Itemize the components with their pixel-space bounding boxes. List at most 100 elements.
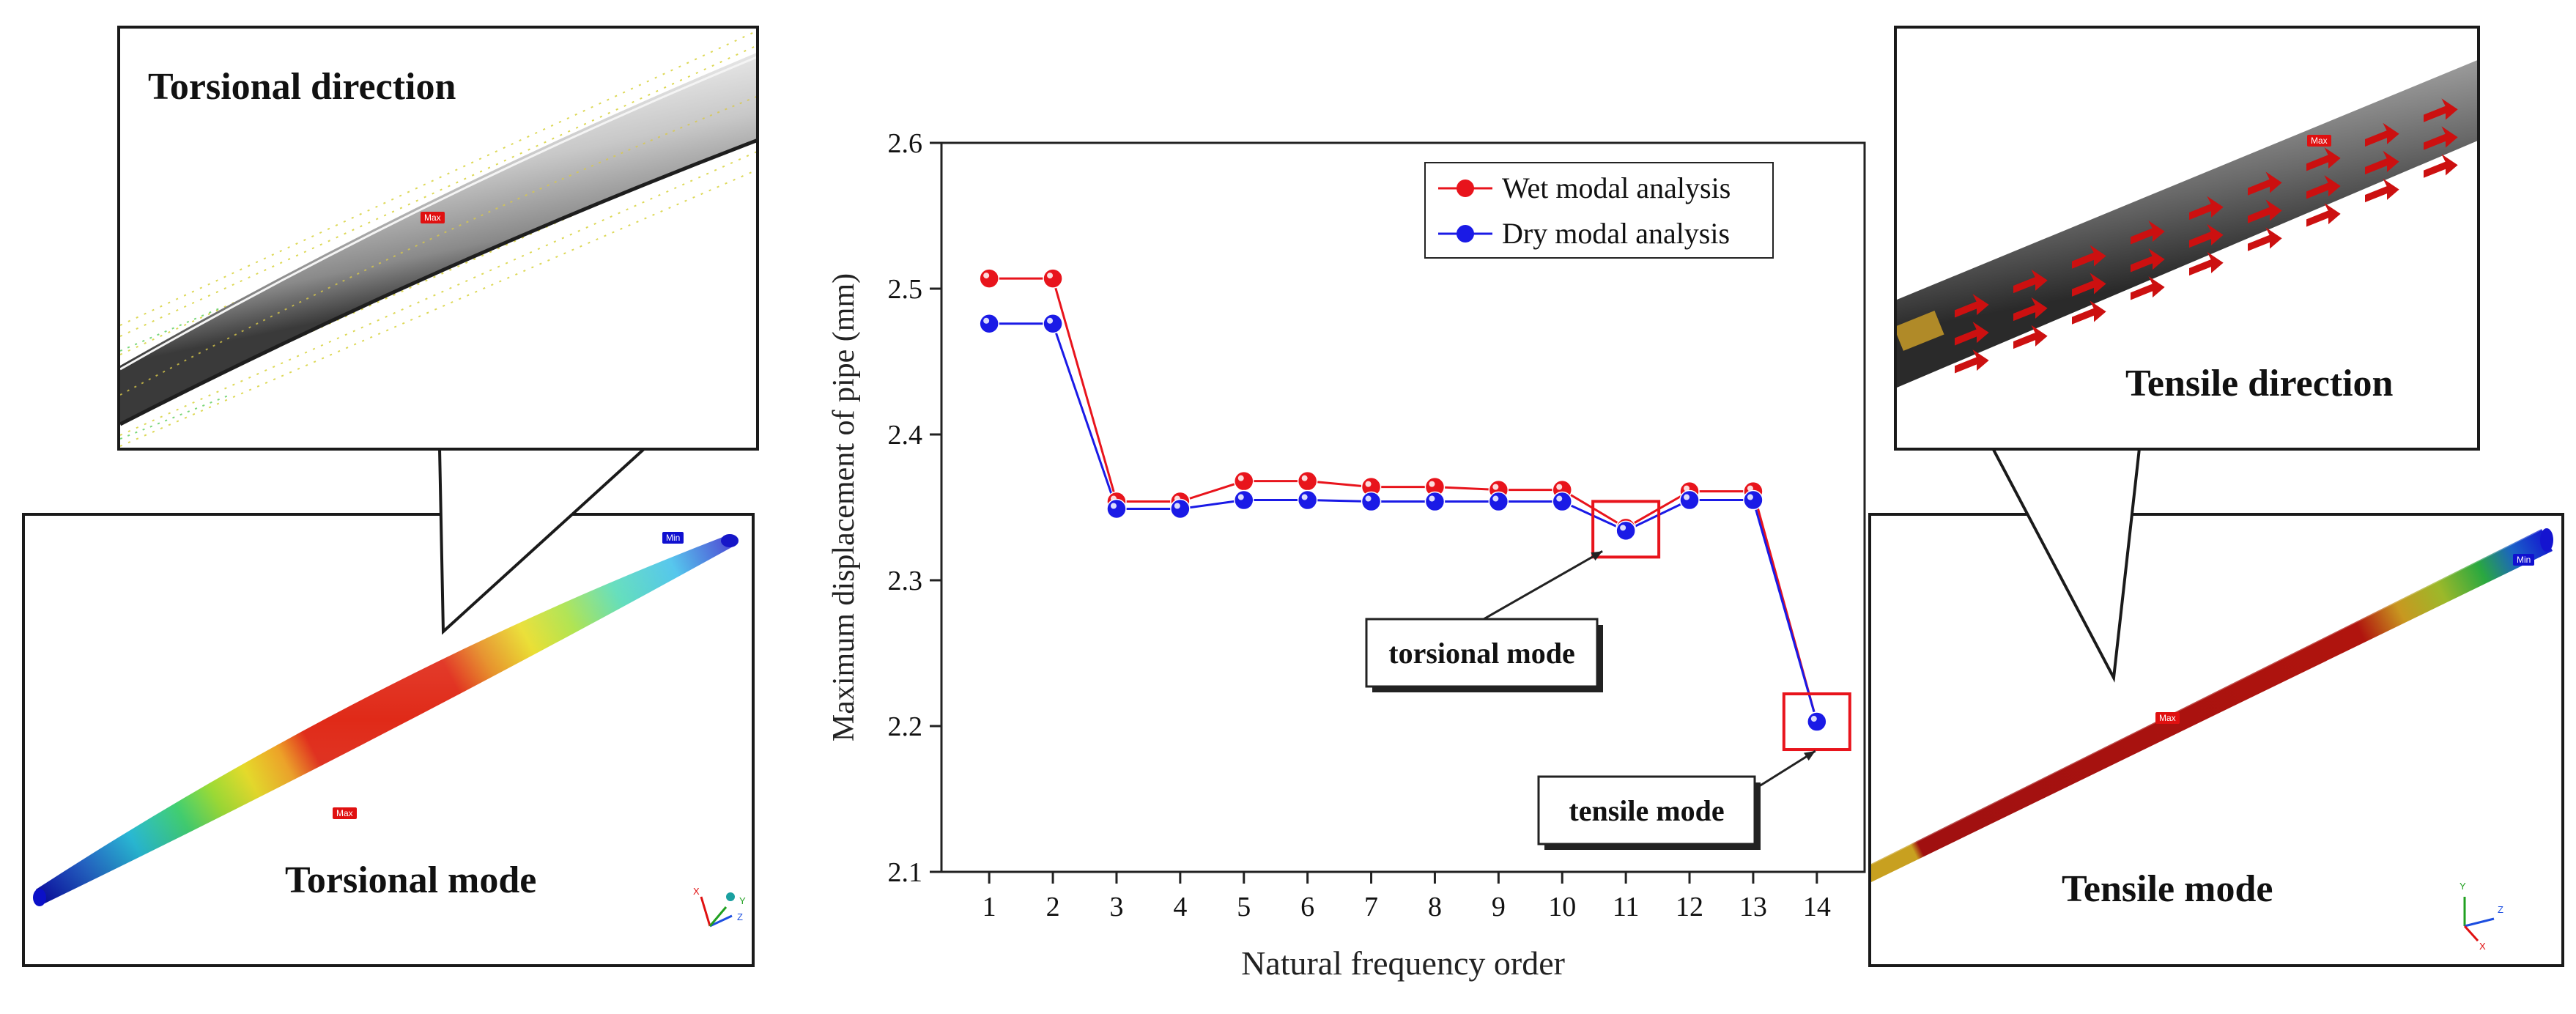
torsional-mode-title: Torsional mode — [285, 859, 537, 901]
tensile-arrow-icon — [2072, 273, 2106, 297]
torsional-max-tag: Max — [333, 807, 357, 819]
x-tick-label: 13 — [1739, 892, 1767, 922]
data-point-highlight — [1301, 475, 1308, 481]
tensile-arrow-icon — [2189, 223, 2224, 248]
tensile-direction-zoom — [1897, 60, 2477, 388]
tensile-arrow-icon — [2072, 245, 2106, 269]
data-point-highlight — [1810, 716, 1817, 722]
annotation-label: tensile mode — [1569, 794, 1724, 827]
x-tick-label: 3 — [1109, 892, 1123, 922]
tensile-direction-max-tag: Max — [2307, 135, 2331, 147]
dry-data-point — [1552, 491, 1572, 512]
dry-data-point — [1106, 498, 1127, 519]
y-tick-label: 2.1 — [888, 857, 923, 888]
tensile-arrow-icon — [2424, 154, 2458, 178]
x-tick-label: 11 — [1613, 892, 1640, 922]
legend-label: Wet modal analysis — [1502, 171, 1731, 204]
data-point-highlight — [1684, 494, 1690, 500]
data-point-highlight — [1047, 317, 1054, 324]
annotation-arrowhead — [1804, 751, 1816, 761]
y-tick-label: 2.4 — [888, 420, 923, 451]
annotation-box — [1537, 775, 1756, 845]
x-tick-label: 10 — [1548, 892, 1576, 922]
data-point-highlight — [1492, 495, 1499, 502]
dry-data-point — [979, 314, 999, 334]
annotation-arrow — [1483, 550, 1603, 621]
torsional-axis-z: Z — [737, 911, 743, 922]
tensile-direction-title: Tensile direction — [2125, 363, 2394, 404]
x-tick-label: 8 — [1428, 892, 1442, 922]
torsional-axis-y: Y — [739, 895, 746, 906]
tensile-arrow-icon — [2306, 175, 2341, 199]
torsional-axis-x: X — [693, 886, 700, 897]
x-tick-label: 5 — [1237, 892, 1251, 922]
dry-data-point — [1488, 491, 1509, 512]
tensile-arrow-icon — [1955, 322, 1989, 346]
torsional-direction-max-tag: Max — [421, 212, 445, 223]
torsional-direction-callout: Max Torsional direction — [117, 26, 759, 451]
tensile-arrow-icon — [2131, 248, 2165, 273]
data-point-highlight — [1429, 495, 1435, 502]
data-point-highlight — [1556, 484, 1563, 490]
annotation-arrowhead — [1591, 551, 1603, 561]
wet-data-point — [979, 268, 999, 289]
annotation-arrow — [1750, 750, 1816, 793]
dry-data-point — [1807, 711, 1827, 732]
plot-area-frame — [940, 141, 1866, 873]
tensile-arrow-icon — [2131, 221, 2165, 245]
y-tick-label: 2.6 — [888, 128, 923, 159]
legend-label: Dry modal analysis — [1502, 217, 1730, 250]
dry-data-point — [1361, 491, 1382, 512]
dry-series-line — [989, 322, 1818, 722]
x-tick-label: 4 — [1173, 892, 1187, 922]
tensile-arrow-icon — [1955, 349, 1989, 374]
data-point-highlight — [1237, 494, 1244, 500]
dry-data-point — [1424, 491, 1446, 512]
wet-data-point — [1043, 268, 1063, 289]
tensile-direction-callout: Max Tensile direction — [1894, 26, 2480, 451]
data-point-highlight — [983, 273, 990, 279]
y-axis-label: Maximum displacement of pipe (mm) — [827, 273, 861, 741]
tensile-arrow-icon — [2013, 325, 2048, 349]
tensile-mode-panel: Max Min Tensile mode Y Z X — [1868, 513, 2564, 967]
data-point-highlight — [983, 317, 990, 324]
wet-data-point — [1297, 470, 1318, 492]
tensile-arrow-icon — [2365, 178, 2399, 203]
tensile-axis-triad-icon — [2463, 897, 2495, 942]
data-point-highlight — [1174, 503, 1180, 509]
x-tick-label: 1 — [982, 892, 996, 922]
data-point-highlight — [1365, 481, 1372, 487]
tensile-arrow-icon — [2013, 269, 2048, 294]
data-point-highlight — [1110, 503, 1117, 509]
tensile-arrow-icon — [2306, 203, 2341, 227]
torsional-direction-zoom — [120, 30, 756, 447]
x-tick-label: 9 — [1492, 892, 1506, 922]
tensile-arrow-icon — [2424, 126, 2458, 150]
x-tick-label: 2 — [1046, 892, 1060, 922]
wet-series-line — [989, 277, 1818, 722]
tensile-arrow-icon — [2424, 98, 2458, 122]
tensile-arrow-icon — [2189, 196, 2224, 221]
axis-triad-icon — [700, 892, 735, 928]
tensile-mode-title: Tensile mode — [2062, 868, 2273, 910]
x-tick-label: 7 — [1364, 892, 1378, 922]
mode-highlight-box — [1591, 500, 1661, 559]
data-point-highlight — [1747, 494, 1753, 500]
x-tick-label: 6 — [1300, 892, 1314, 922]
y-tick-label: 2.2 — [888, 711, 923, 742]
tensile-arrow-icon — [2248, 199, 2282, 223]
dry-data-point — [1297, 489, 1318, 511]
x-tick-label: 12 — [1676, 892, 1703, 922]
data-point-highlight — [1684, 485, 1690, 492]
torsional-direction-title: Torsional direction — [148, 65, 456, 108]
annotation-box — [1365, 618, 1599, 688]
annotation-label: torsional mode — [1388, 637, 1574, 670]
tensile-arrow-icon — [2365, 122, 2399, 147]
tensile-axis-y: Y — [2460, 881, 2466, 892]
torsional-min-tag: Min — [662, 532, 684, 544]
mode-highlight-box — [1782, 692, 1851, 752]
data-point-highlight — [1492, 484, 1499, 490]
data-point-highlight — [1237, 475, 1244, 481]
data-point-highlight — [1365, 495, 1372, 502]
